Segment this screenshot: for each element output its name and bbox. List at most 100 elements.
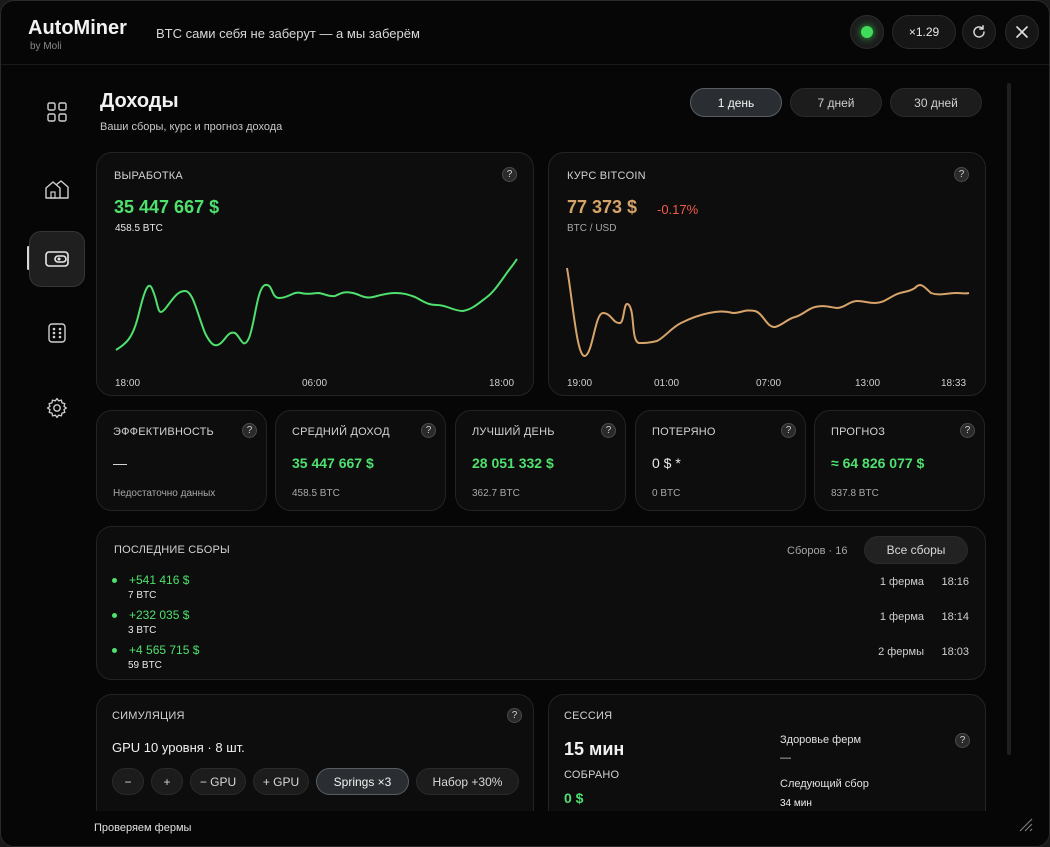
refresh-icon: [973, 25, 985, 38]
close-button[interactable]: [1005, 15, 1039, 49]
range-7-days-button[interactable]: 7 дней: [790, 88, 882, 117]
payout-amount: +4 565 715 $: [129, 643, 200, 657]
sidebar-item-farms[interactable]: [29, 161, 85, 217]
payout-row[interactable]: +541 416 $ 7 BTC 1 ферма 18:16: [111, 573, 971, 607]
gear-icon: [46, 397, 68, 419]
decrease-button[interactable]: −: [112, 768, 144, 795]
help-icon[interactable]: ?: [502, 167, 517, 182]
payout-btc: 59 BTC: [128, 660, 162, 671]
payouts-label: ПОСЛЕДНИЕ СБОРЫ: [114, 544, 230, 556]
btc-rate-card: КУРС BITCOIN ? 77 373 $ -0.17% BTC / USD…: [548, 152, 986, 396]
stat-efficiency-card: ЭФФЕКТИВНОСТЬ ? — Недостаточно данных: [96, 410, 267, 511]
session-card: СЕССИЯ 15 мин СОБРАНО 0 $ Здоровье ферм …: [548, 694, 986, 834]
help-icon[interactable]: ?: [507, 708, 522, 723]
grid-icon: [47, 102, 67, 122]
output-tick: 06:00: [302, 378, 328, 389]
range-1-day-button[interactable]: 1 день: [690, 88, 782, 117]
payout-time: 18:03: [941, 646, 969, 658]
add-gpu-button[interactable]: + GPU: [253, 768, 309, 795]
page-title: Доходы: [100, 90, 179, 112]
help-icon[interactable]: ?: [954, 167, 969, 182]
stat-average-card: СРЕДНИЙ ДОХОД ? 35 447 667 $ 458.5 BTC: [275, 410, 446, 511]
btc-tick: 01:00: [654, 378, 680, 389]
btc-change: -0.17%: [657, 202, 699, 217]
payout-dot: [112, 613, 117, 618]
scrollbar[interactable]: [1007, 83, 1011, 755]
btc-tick: 19:00: [567, 378, 593, 389]
active-indicator: [27, 246, 30, 270]
stat-sub: 837.8 BTC: [831, 488, 879, 499]
stat-sub: Недостаточно данных: [113, 488, 216, 499]
help-icon[interactable]: ?: [242, 423, 257, 438]
btc-line: [566, 267, 970, 358]
payout-time: 18:14: [941, 611, 969, 623]
btc-tick: 07:00: [756, 378, 782, 389]
payout-row[interactable]: +4 565 715 $ 59 BTC 2 фермы 18:03: [111, 643, 971, 677]
increase-button[interactable]: +: [151, 768, 183, 795]
output-card: ВЫРАБОТКА ? 35 447 667 $ 458.5 BTC 18:00…: [96, 152, 534, 396]
btc-price: 77 373 $: [567, 197, 638, 217]
stat-forecast-card: ПРОГНОЗ ? ≈ 64 826 077 $ 837.8 BTC: [814, 410, 985, 511]
output-chart: [115, 258, 518, 351]
simulation-config: GPU 10 уровня · 8 шт.: [112, 740, 245, 755]
payout-amount: +232 035 $: [129, 608, 190, 622]
resize-grip-icon[interactable]: [1015, 814, 1033, 832]
sidebar-item-income[interactable]: [29, 231, 85, 287]
sidebar-item-settings[interactable]: [29, 380, 85, 436]
output-tick: 18:00: [489, 378, 515, 389]
connection-status[interactable]: [850, 15, 884, 49]
payout-farms: 1 ферма: [879, 576, 924, 588]
stat-value: 28 051 332 $: [472, 455, 554, 471]
stat-label: СРЕДНИЙ ДОХОД: [292, 426, 390, 438]
help-icon[interactable]: ?: [955, 733, 970, 748]
help-icon[interactable]: ?: [960, 423, 975, 438]
btc-label: КУРС BITCOIN: [567, 170, 646, 182]
multiplier-badge[interactable]: ×1.29: [892, 15, 956, 49]
output-value: 35 447 667 $: [114, 197, 220, 217]
payouts-count: Сборов · 16: [787, 545, 848, 557]
recent-payouts-card: ПОСЛЕДНИЕ СБОРЫ Сборов · 16 Все сборы: [96, 526, 986, 680]
remove-gpu-button[interactable]: − GPU: [190, 768, 246, 795]
btc-tick: 13:00: [855, 378, 881, 389]
page-subtitle: Ваши сборы, курс и прогноз дохода: [100, 121, 283, 133]
help-icon[interactable]: ?: [781, 423, 796, 438]
payout-time: 18:16: [941, 576, 969, 588]
range-30-days-button[interactable]: 30 дней: [890, 88, 982, 117]
stat-sub: 0 BTC: [652, 488, 681, 499]
payout-dot: [112, 578, 117, 583]
simulation-card: СИМУЛЯЦИЯ ? GPU 10 уровня · 8 шт. − + − …: [96, 694, 534, 834]
stat-value: ≈ 64 826 077 $: [831, 455, 925, 471]
stat-sub: 362.7 BTC: [472, 488, 520, 499]
output-tick: 18:00: [115, 378, 141, 389]
stat-label: ЭФФЕКТИВНОСТЬ: [113, 426, 214, 438]
home-icon: [45, 180, 69, 199]
help-icon[interactable]: ?: [421, 423, 436, 438]
status-text: Проверяем фермы: [94, 822, 192, 834]
payout-farms: 1 ферма: [879, 611, 924, 623]
help-icon[interactable]: ?: [601, 423, 616, 438]
status-bar: [1, 811, 1049, 846]
simulation-label: СИМУЛЯЦИЯ: [112, 710, 185, 722]
payout-farms: 2 фермы: [878, 646, 924, 658]
stat-label: ЛУЧШИЙ ДЕНЬ: [472, 426, 555, 438]
farm-health-label: Здоровье ферм: [780, 734, 862, 746]
sidebar-item-dashboard[interactable]: [29, 84, 85, 140]
springs-button[interactable]: Springs ×3: [316, 768, 409, 795]
payout-btc: 3 BTC: [128, 625, 157, 636]
stat-value: 0 $ *: [652, 455, 681, 471]
stat-sub: 458.5 BTC: [292, 488, 340, 499]
all-payouts-button[interactable]: Все сборы: [864, 536, 968, 564]
payout-row[interactable]: +232 035 $ 3 BTC 1 ферма 18:14: [111, 608, 971, 642]
output-btc: 458.5 BTC: [115, 223, 163, 234]
payout-dot: [112, 648, 117, 653]
output-label: ВЫРАБОТКА: [114, 170, 183, 182]
sidebar-item-games[interactable]: [29, 305, 85, 361]
collected-value: 0 $: [564, 790, 584, 806]
bundle-button[interactable]: Набор +30%: [416, 768, 519, 795]
refresh-button[interactable]: [962, 15, 996, 49]
next-payout-label: Следующий сбор: [780, 778, 869, 790]
sidebar: [1, 65, 85, 846]
collected-label: СОБРАНО: [564, 769, 620, 781]
stat-label: ПОТЕРЯНО: [652, 426, 716, 438]
